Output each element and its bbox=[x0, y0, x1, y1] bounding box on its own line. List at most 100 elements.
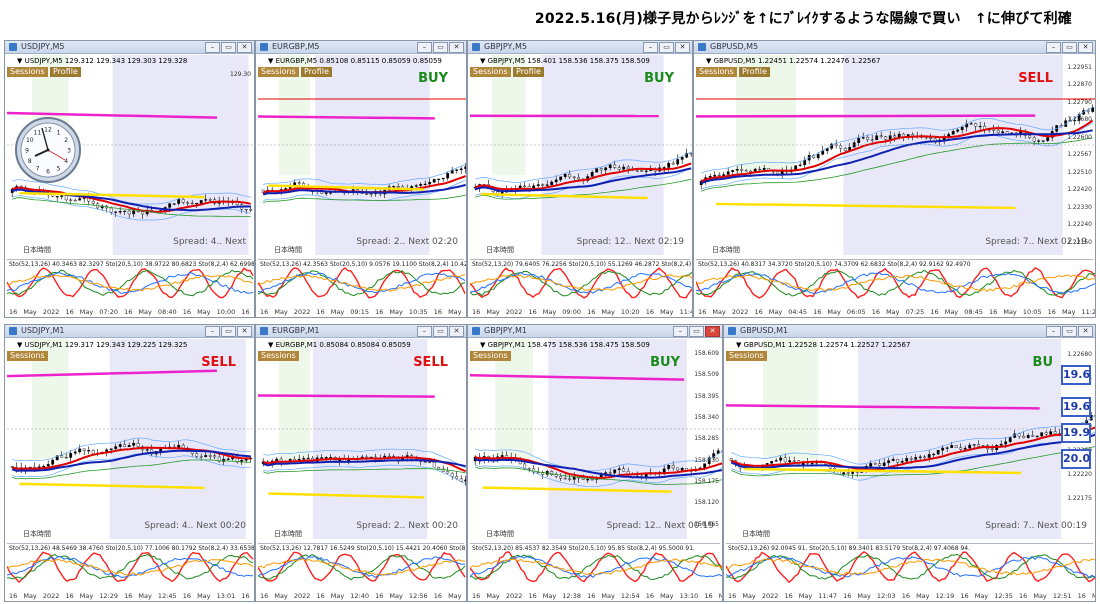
price-tick-label: 158.509 bbox=[694, 371, 719, 379]
price-chart[interactable] bbox=[470, 55, 692, 255]
minimize-button[interactable]: – bbox=[417, 326, 432, 337]
candlestick bbox=[870, 134, 874, 143]
candlestick bbox=[559, 176, 563, 182]
price-chart[interactable] bbox=[696, 55, 1095, 255]
candlestick bbox=[731, 169, 735, 176]
moving-average-line bbox=[12, 179, 251, 205]
close-button[interactable]: ✕ bbox=[237, 326, 252, 337]
candlestick bbox=[226, 456, 230, 461]
minimize-button[interactable]: – bbox=[1046, 42, 1061, 53]
chart-window[interactable]: USDJPY,M5 – ▭ ✕ ▼ USDJPY,M5 129.312 129.343 … bbox=[4, 40, 255, 318]
stochastic-oscillator-pane[interactable]: Sto(52,13,20) 85.4537 82.3549 Sto(20,5,1… bbox=[469, 543, 722, 590]
trend-line-magenta bbox=[7, 111, 217, 119]
maximize-button[interactable]: ▭ bbox=[433, 42, 448, 53]
sessions-button[interactable]: Sessions bbox=[726, 351, 767, 361]
candlestick bbox=[559, 473, 563, 482]
candlestick bbox=[707, 455, 711, 467]
stochastic-line bbox=[257, 274, 466, 292]
chart-window[interactable]: GBPUSD,M1 – ▭ ✕ ▼ GBPUSD,M1 1.22528 1.22574 … bbox=[723, 324, 1096, 602]
close-button[interactable]: ✕ bbox=[449, 42, 464, 53]
profile-button[interactable]: Profile bbox=[739, 67, 770, 77]
sessions-button[interactable]: Sessions bbox=[470, 67, 511, 77]
price-chart[interactable] bbox=[470, 339, 722, 539]
chart-titlebar[interactable]: GBPJPY,M5 – ▭ ✕ bbox=[468, 41, 692, 54]
moving-average-line bbox=[474, 167, 692, 193]
maximize-button[interactable]: ▭ bbox=[659, 42, 674, 53]
minimize-button[interactable]: – bbox=[205, 326, 220, 337]
chart-titlebar[interactable]: GBPUSD,M1 – ▭ ✕ bbox=[724, 325, 1095, 338]
close-button[interactable]: ✕ bbox=[237, 42, 252, 53]
stochastic-oscillator-pane[interactable]: Sto(52,13,20) 79.6405 76.2256 Sto(20,5,1… bbox=[469, 259, 692, 306]
candlestick bbox=[882, 458, 886, 468]
sessions-button[interactable]: Sessions bbox=[696, 67, 737, 77]
chart-titlebar[interactable]: GBPUSD,M5 – ▭ ✕ bbox=[694, 41, 1095, 54]
price-chart[interactable] bbox=[258, 55, 466, 255]
chart-window[interactable]: GBPJPY,M5 – ▭ ✕ ▼ GBPJPY,M5 158.401 158.536 … bbox=[467, 40, 693, 318]
price-scale[interactable]: 129.30 bbox=[230, 59, 251, 91]
sessions-button[interactable]: Sessions bbox=[7, 351, 48, 361]
close-button[interactable]: ✕ bbox=[1078, 42, 1093, 53]
minimize-button[interactable]: – bbox=[673, 326, 688, 337]
candlestick bbox=[64, 452, 68, 459]
chart-window[interactable]: EURGBP,M1 – ▭ ✕ ▼ EURGBP,M1 0.85084 0.85084 … bbox=[255, 324, 467, 602]
maximize-button[interactable]: ▭ bbox=[433, 326, 448, 337]
candlestick bbox=[464, 476, 466, 486]
candlestick bbox=[82, 448, 86, 456]
stochastic-oscillator-pane[interactable]: Sto(52,13,26) 12.7817 16.5249 Sto(20,5,1… bbox=[257, 543, 466, 590]
profile-button[interactable]: Profile bbox=[50, 67, 81, 77]
price-chart[interactable] bbox=[258, 339, 466, 539]
price-tick-label: 1.22240 bbox=[1067, 221, 1092, 229]
sessions-button[interactable]: Sessions bbox=[258, 67, 299, 77]
chart-titlebar[interactable]: USDJPY,M1 – ▭ ✕ bbox=[5, 325, 254, 338]
stochastic-oscillator-pane[interactable]: Sto(52,13,26) 40.3463 82.3297 Sto(20,5,1… bbox=[6, 259, 254, 306]
maximize-button[interactable]: ▭ bbox=[1062, 42, 1077, 53]
minimize-button[interactable]: – bbox=[643, 42, 658, 53]
candlestick bbox=[297, 180, 301, 186]
chart-titlebar[interactable]: GBPJPY,M1 – ▭ ✕ bbox=[468, 325, 722, 338]
chart-window[interactable]: GBPJPY,M1 – ▭ ✕ ▼ GBPJPY,M1 158.475 158.536 … bbox=[467, 324, 723, 602]
sessions-button[interactable]: Sessions bbox=[7, 67, 48, 77]
minimize-button[interactable]: – bbox=[417, 42, 432, 53]
sessions-button[interactable]: Sessions bbox=[258, 351, 299, 361]
maximize-button[interactable]: ▭ bbox=[1062, 326, 1077, 337]
minimize-button[interactable]: – bbox=[205, 42, 220, 53]
chart-window[interactable]: GBPUSD,M5 – ▭ ✕ ▼ GBPUSD,M5 1.22451 1.22574 … bbox=[693, 40, 1096, 318]
stochastic-oscillator-pane[interactable]: Sto(52,13,26) 42.3563 Sto(20,5,10) 9.057… bbox=[257, 259, 466, 306]
price-tick-label: 158.609 bbox=[694, 350, 719, 357]
moving-average-line bbox=[475, 448, 722, 472]
close-button[interactable]: ✕ bbox=[705, 326, 720, 337]
price-scale[interactable]: 158.609 158.509 158.395 158.340 158.285 158.2… bbox=[694, 343, 719, 535]
sessions-button[interactable]: Sessions bbox=[470, 351, 511, 361]
stochastic-oscillator-pane[interactable]: Sto(52,13,26) 40.8317 34.3720 Sto(20,5,1… bbox=[695, 259, 1095, 306]
chart-titlebar[interactable]: USDJPY,M5 – ▭ ✕ bbox=[5, 41, 254, 54]
stochastic-oscillator-pane[interactable]: Sto(52,13,26) 48.5469 38.4760 Sto(20,5,1… bbox=[6, 543, 254, 590]
chart-window[interactable]: USDJPY,M1 – ▭ ✕ ▼ USDJPY,M1 129.317 129.343 … bbox=[4, 324, 255, 602]
close-button[interactable]: ✕ bbox=[449, 326, 464, 337]
price-tick-label: 1.22567 bbox=[1067, 151, 1092, 159]
chart-titlebar[interactable]: EURGBP,M5 – ▭ ✕ bbox=[256, 41, 466, 54]
candlestick bbox=[990, 444, 994, 453]
moving-average-line bbox=[475, 151, 692, 183]
chart-titlebar[interactable]: EURGBP,M1 – ▭ ✕ bbox=[256, 325, 466, 338]
close-button[interactable]: ✕ bbox=[675, 42, 690, 53]
svg-text:12: 12 bbox=[44, 127, 52, 134]
stochastic-oscillator-pane[interactable]: Sto(52,13,26) 92.0045 91. Sto(20,5,10) 8… bbox=[725, 543, 1095, 590]
price-scale[interactable]: 1.22951 1.22870 1.22790 1.22680 1.22600 1.225… bbox=[1067, 59, 1092, 251]
candlestick bbox=[608, 163, 612, 171]
maximize-button[interactable]: ▭ bbox=[221, 42, 236, 53]
price-tick-label: 158.285 bbox=[694, 435, 719, 443]
profile-button[interactable]: Profile bbox=[513, 67, 544, 77]
candlestick bbox=[73, 198, 77, 202]
profile-button[interactable]: Profile bbox=[301, 67, 332, 77]
maximize-button[interactable]: ▭ bbox=[689, 326, 704, 337]
price-chart[interactable] bbox=[7, 55, 254, 255]
candlestick bbox=[830, 142, 834, 151]
close-button[interactable]: ✕ bbox=[1078, 326, 1093, 337]
maximize-button[interactable]: ▭ bbox=[221, 326, 236, 337]
chart-window[interactable]: EURGBP,M5 – ▭ ✕ ▼ EURGBP,M5 0.85108 0.85115 … bbox=[255, 40, 467, 318]
candlestick bbox=[563, 173, 567, 180]
price-chart[interactable] bbox=[726, 339, 1095, 539]
price-chart[interactable] bbox=[7, 339, 254, 539]
minimize-button[interactable]: – bbox=[1046, 326, 1061, 337]
moving-average-line bbox=[730, 426, 1095, 471]
